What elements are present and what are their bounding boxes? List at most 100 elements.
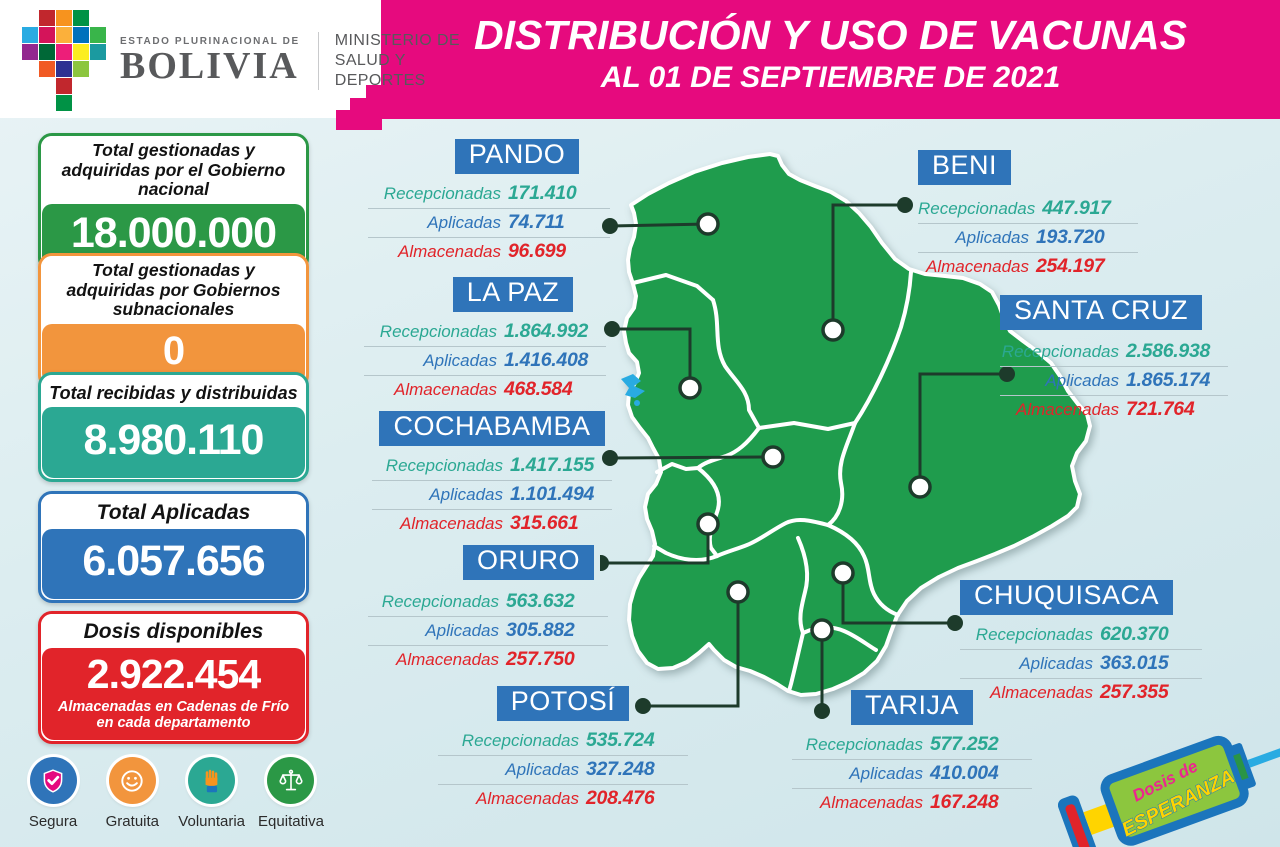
row-label-received: Recepcionadas <box>385 456 503 476</box>
shield-check-icon <box>29 757 77 804</box>
row-label-received: Recepcionadas <box>1001 342 1119 362</box>
summary-box-national: Total gestionadas y adquiridas por el Go… <box>38 133 309 272</box>
government-logo: ESTADO PLURINACIONAL DE BOLIVIA MINISTER… <box>22 10 485 111</box>
map-marker-beni <box>821 318 845 342</box>
principle-label: Segura <box>28 813 78 830</box>
summary-title: Total gestionadas y adquiridas por Gobie… <box>41 256 306 324</box>
connector-oruro <box>601 524 710 565</box>
row-label-received: Recepcionadas <box>379 322 497 342</box>
principle-equitativa: Equitativa <box>254 757 328 830</box>
pink-step <box>336 110 351 130</box>
connector-santacruz <box>918 372 1007 487</box>
row-label-stored: Almacenadas <box>475 789 579 809</box>
row-label-received: Recepcionadas <box>975 625 1093 645</box>
dept-block-oruro: ORURO Recepcionadas 563.632 Aplicadas 305.… <box>368 545 608 674</box>
value-received: 2.586.938 <box>1126 340 1211 363</box>
map-marker-tarija <box>810 618 834 642</box>
row-label-applied: Aplicadas <box>427 213 501 233</box>
summary-value: 8.980.110 <box>42 407 305 479</box>
dept-block-beni: BENI Recepcionadas 447.917 Aplicadas 193.7… <box>918 150 1138 281</box>
page-title-block: DISTRIBUCIÓN Y USO DE VACUNAS AL 01 DE S… <box>381 12 1280 95</box>
dept-title: TARIJA <box>850 690 973 725</box>
principle-label: Voluntaria <box>178 813 246 830</box>
dept-title: SANTA CRUZ <box>1000 295 1203 330</box>
value-received: 563.632 <box>506 590 575 613</box>
map-marker-cochabamba <box>761 445 785 469</box>
page-subtitle: AL 01 DE SEPTIEMBRE DE 2021 <box>600 61 1061 95</box>
row-label-received: Recepcionadas <box>461 731 579 751</box>
row-label-received: Recepcionadas <box>918 199 1036 219</box>
dept-title: POTOSÍ <box>496 686 630 721</box>
lake-titicaca <box>621 374 645 398</box>
state-name-block: ESTADO PLURINACIONAL DE BOLIVIA <box>120 36 300 85</box>
label-dot-oruro <box>600 555 609 571</box>
row-label-applied: Aplicadas <box>849 764 923 784</box>
state-label: ESTADO PLURINACIONAL DE <box>120 36 300 47</box>
row-label-applied: Aplicadas <box>505 760 579 780</box>
row-label-stored: Almacenadas <box>925 257 1029 277</box>
value-applied: 305.882 <box>506 619 575 642</box>
value-applied: 74.711 <box>508 211 565 234</box>
summary-note: Almacenadas en Cadenas de Frío en cada d… <box>42 698 305 740</box>
vaccine-principles: Segura Gratuita <box>16 757 328 830</box>
connector-beni <box>831 203 905 330</box>
row-label-stored: Almacenadas <box>397 242 501 262</box>
map-markers <box>600 197 1015 719</box>
value-stored: 167.248 <box>930 791 999 814</box>
row-label-applied: Aplicadas <box>955 228 1029 248</box>
summary-title: Total recibidas y distribuidas <box>41 375 306 408</box>
value-stored: 254.197 <box>1036 255 1105 278</box>
header-pink-band <box>381 0 1280 119</box>
value-stored: 257.355 <box>1100 681 1169 704</box>
value-received: 1.864.992 <box>504 320 589 343</box>
value-received: 1.417.155 <box>510 454 595 477</box>
smiley-icon <box>108 757 156 804</box>
value-stored: 208.476 <box>586 787 655 810</box>
dept-block-santacruz: SANTA CRUZ Recepcionadas 2.586.938 Aplica… <box>1000 295 1228 424</box>
map-marker-santacruz <box>908 475 932 499</box>
row-label-received: Recepcionadas <box>381 592 499 612</box>
map-marker-chuquisaca <box>831 561 855 585</box>
label-dot-tarija <box>814 703 830 719</box>
value-stored: 257.750 <box>506 648 575 671</box>
dept-block-potosi: POTOSÍ Recepcionadas 535.724 Aplicadas 327… <box>438 686 688 813</box>
bolivia-map <box>600 152 1092 719</box>
value-received: 620.370 <box>1100 623 1169 646</box>
bolivia-outline <box>622 152 1092 697</box>
value-applied: 1.865.174 <box>1126 369 1211 392</box>
value-received: 535.724 <box>586 729 655 752</box>
value-received: 447.917 <box>1042 197 1111 220</box>
dept-block-cochabamba: COCHABAMBA Recepcionadas 1.417.155 Aplica… <box>372 411 612 538</box>
dept-title: COCHABAMBA <box>379 411 605 446</box>
label-dot-potosi <box>635 698 651 714</box>
ministry-name: MINISTERIO DE SALUD Y DEPORTES <box>334 31 460 89</box>
value-stored: 315.661 <box>510 512 579 535</box>
summary-value: 2.922.454 <box>42 647 305 699</box>
principle-segura: Segura <box>16 757 90 830</box>
balance-scale-icon <box>267 757 315 804</box>
summary-title: Total gestionadas y adquiridas por el Go… <box>41 136 306 204</box>
value-stored: 468.584 <box>504 378 573 401</box>
row-label-stored: Almacenadas <box>989 683 1093 703</box>
page-title: DISTRIBUCIÓN Y USO DE VACUNAS <box>473 12 1188 58</box>
row-label-applied: Aplicadas <box>425 621 499 641</box>
label-dot-beni <box>897 197 913 213</box>
syringe-badge: Dosis de ESPERANZA <box>1058 735 1280 847</box>
raised-hand-icon <box>188 757 236 804</box>
summary-box-applied: Total Aplicadas 6.057.656 <box>38 491 309 603</box>
summary-title: Total Aplicadas <box>41 494 306 529</box>
principle-label: Equitativa <box>258 813 324 830</box>
label-dot-pando <box>602 218 618 234</box>
row-label-stored: Almacenadas <box>393 380 497 400</box>
dept-title: CHUQUISACA <box>960 580 1174 615</box>
department-borders <box>631 270 913 693</box>
row-label-applied: Aplicadas <box>1045 371 1119 391</box>
pink-step <box>350 98 367 130</box>
summary-value: 6.057.656 <box>42 528 305 599</box>
value-applied: 1.416.408 <box>504 349 589 372</box>
map-marker-pando <box>696 212 720 236</box>
value-applied: 193.720 <box>1036 226 1105 249</box>
connector-chuquisaca <box>841 573 955 625</box>
row-label-stored: Almacenadas <box>1015 400 1119 420</box>
